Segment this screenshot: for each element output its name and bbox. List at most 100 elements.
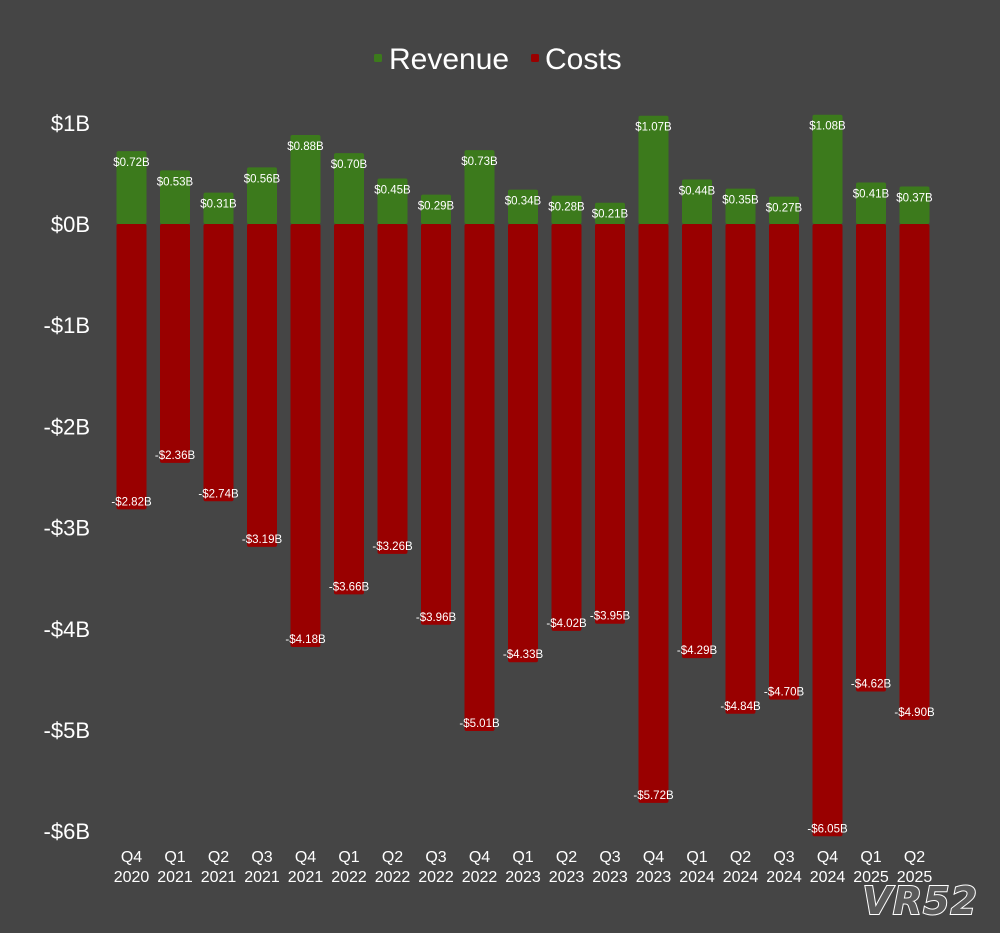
revenue-value-label: $0.53B bbox=[157, 176, 194, 188]
costs-value-label: -$4.18B bbox=[285, 634, 326, 646]
x-tick-year-label: 2025 bbox=[853, 869, 889, 886]
costs-value-label: -$4.29B bbox=[677, 645, 718, 657]
x-tick-quarter-label: Q1 bbox=[686, 849, 707, 866]
costs-bar bbox=[377, 224, 408, 554]
y-tick-label: $1B bbox=[51, 111, 90, 136]
x-tick-quarter-label: Q1 bbox=[512, 849, 533, 866]
x-tick-year-label: 2021 bbox=[244, 869, 280, 886]
costs-value-label: -$3.19B bbox=[242, 534, 283, 546]
revenue-value-label: $0.35B bbox=[722, 195, 759, 207]
y-tick-label: -$2B bbox=[44, 414, 90, 439]
legend: Revenue Costs bbox=[374, 43, 622, 76]
revenue-value-label: $0.41B bbox=[853, 189, 890, 201]
costs-bar bbox=[290, 224, 321, 648]
costs-bar bbox=[769, 224, 799, 700]
x-tick-year-label: 2022 bbox=[375, 869, 411, 886]
revenue-bar bbox=[899, 186, 930, 224]
costs-value-label: -$4.33B bbox=[503, 649, 544, 661]
x-tick-quarter-label: Q3 bbox=[773, 849, 794, 866]
revenue-bar bbox=[508, 189, 538, 224]
revenue-value-label: $0.21B bbox=[592, 209, 629, 221]
costs-bar bbox=[203, 224, 234, 502]
costs-value-label: -$5.72B bbox=[633, 790, 674, 802]
costs-bar bbox=[334, 224, 364, 595]
costs-value-label: -$4.70B bbox=[764, 687, 805, 699]
revenue-value-label: $0.73B bbox=[461, 156, 498, 168]
x-tick-year-label: 2024 bbox=[679, 869, 715, 886]
costs-bar bbox=[508, 224, 538, 663]
costs-value-label: -$4.90B bbox=[894, 707, 935, 719]
revenue-value-label: $0.31B bbox=[200, 199, 237, 211]
y-tick-label: -$1B bbox=[44, 313, 90, 338]
costs-bar bbox=[856, 224, 886, 692]
y-tick-label: -$5B bbox=[44, 718, 90, 743]
x-tick-quarter-label: Q3 bbox=[599, 849, 620, 866]
revenue-value-label: $0.27B bbox=[766, 203, 803, 215]
x-tick-year-label: 2024 bbox=[723, 869, 759, 886]
revenue-value-label: $0.37B bbox=[896, 193, 933, 205]
y-tick-label: -$3B bbox=[44, 516, 90, 541]
revenue-bar bbox=[769, 196, 799, 224]
revenue-bar bbox=[421, 194, 451, 224]
costs-value-label: -$4.62B bbox=[851, 679, 892, 691]
costs-bar bbox=[116, 224, 147, 510]
x-tick-year-label: 2021 bbox=[157, 869, 193, 886]
x-tick-year-label: 2024 bbox=[810, 869, 846, 886]
y-tick-label: -$4B bbox=[44, 617, 90, 642]
x-tick-quarter-label: Q2 bbox=[556, 849, 577, 866]
revenue-bar bbox=[638, 115, 669, 224]
revenue-value-label: $0.45B bbox=[374, 184, 411, 196]
costs-bar bbox=[899, 224, 930, 720]
revenue-legend-swatch bbox=[374, 54, 382, 62]
x-tick-quarter-label: Q3 bbox=[425, 849, 446, 866]
costs-bar bbox=[682, 224, 712, 659]
vr52-watermark: VR52 bbox=[862, 879, 978, 923]
costs-bar bbox=[421, 224, 451, 625]
revenue-value-label: $0.70B bbox=[331, 159, 368, 171]
costs-value-label: -$3.96B bbox=[416, 612, 457, 624]
y-axis: $1B $0B -$1B -$2B -$3B -$4B -$5B -$6B bbox=[44, 111, 90, 844]
revenue-value-label: $0.72B bbox=[113, 157, 150, 169]
x-tick-quarter-label: Q2 bbox=[730, 849, 751, 866]
x-tick-quarter-label: Q2 bbox=[208, 849, 229, 866]
revenue-bar bbox=[160, 170, 190, 224]
costs-value-label: -$4.02B bbox=[546, 618, 587, 630]
x-axis: Q4 2020 Q1 2021 Q2 2021 Q3 2021 Q4 2021 Q1 2022 Q2 20… bbox=[114, 849, 933, 886]
revenue-bar bbox=[464, 150, 495, 224]
revenue-value-label: $1.08B bbox=[809, 121, 846, 133]
x-tick-year-label: 2024 bbox=[766, 869, 802, 886]
x-tick-year-label: 2021 bbox=[201, 869, 237, 886]
x-tick-year-label: 2020 bbox=[114, 869, 150, 886]
costs-value-label: -$5.01B bbox=[459, 718, 500, 730]
x-tick-year-label: 2023 bbox=[636, 869, 672, 886]
costs-value-label: -$2.82B bbox=[111, 496, 152, 508]
x-tick-year-label: 2023 bbox=[505, 869, 541, 886]
x-tick-quarter-label: Q4 bbox=[643, 849, 664, 866]
revenue-bar bbox=[203, 192, 234, 224]
revenue-bar bbox=[595, 202, 625, 224]
x-tick-year-label: 2023 bbox=[549, 869, 585, 886]
x-tick-quarter-label: Q3 bbox=[251, 849, 272, 866]
costs-bar bbox=[464, 224, 495, 732]
revenue-bar bbox=[334, 153, 364, 224]
revenue-bar bbox=[682, 179, 712, 224]
costs-bar bbox=[160, 224, 190, 463]
costs-value-label: -$2.36B bbox=[155, 450, 196, 462]
revenue-bar bbox=[116, 151, 147, 224]
revenue-bar bbox=[856, 182, 886, 224]
costs-bar bbox=[638, 224, 669, 803]
revenue-bar bbox=[812, 114, 843, 224]
revenue-value-label: $0.28B bbox=[548, 202, 585, 214]
costs-bar bbox=[247, 224, 277, 547]
costs-value-label: -$3.95B bbox=[590, 611, 631, 623]
x-tick-quarter-label: Q4 bbox=[121, 849, 142, 866]
x-tick-year-label: 2023 bbox=[592, 869, 628, 886]
costs-legend-swatch bbox=[531, 54, 539, 62]
costs-bar bbox=[551, 224, 582, 631]
y-tick-label: -$6B bbox=[44, 819, 90, 844]
revenue-value-label: $0.88B bbox=[287, 141, 324, 153]
x-tick-quarter-label: Q4 bbox=[817, 849, 838, 866]
revenue-value-label: $0.44B bbox=[679, 185, 716, 197]
